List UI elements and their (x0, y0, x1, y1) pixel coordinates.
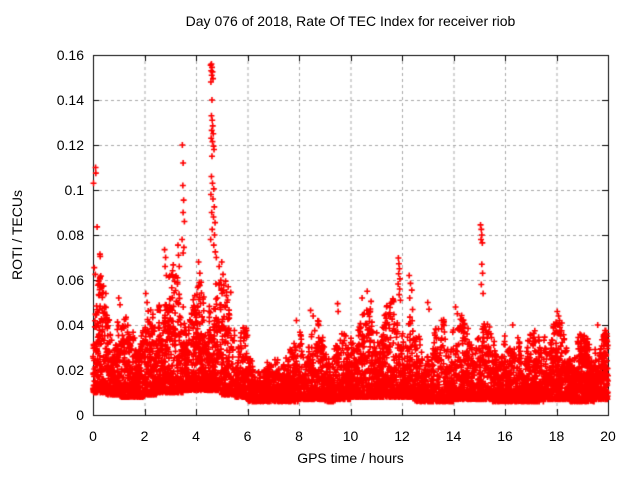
x-tick-label: 2 (140, 428, 149, 444)
x-tick-label: 20 (600, 428, 616, 444)
y-tick-label: 0.16 (56, 47, 84, 63)
y-tick-label: 0.08 (56, 227, 84, 243)
x-tick-label: 10 (342, 428, 359, 444)
x-tick-label: 18 (548, 428, 565, 444)
y-tick-label: 0.14 (56, 92, 84, 108)
y-tick-label: 0.1 (64, 182, 84, 198)
y-tick-label: 0.04 (56, 317, 84, 333)
x-axis-label: GPS time / hours (297, 450, 404, 466)
y-tick-label: 0.06 (56, 272, 84, 288)
x-tick-label: 6 (243, 428, 252, 444)
y-tick-label: 0.02 (56, 362, 84, 378)
chart-title: Day 076 of 2018, Rate Of TEC Index for r… (185, 13, 516, 29)
x-tick-label: 16 (497, 428, 513, 444)
x-tick-label: 4 (192, 428, 200, 444)
x-tick-label: 0 (89, 428, 97, 444)
x-tick-label: 14 (445, 428, 462, 444)
y-tick-label: 0 (76, 407, 84, 423)
y-tick-label: 0.12 (56, 137, 84, 153)
x-tick-label: 12 (394, 428, 410, 444)
x-tick-label: 8 (295, 428, 303, 444)
